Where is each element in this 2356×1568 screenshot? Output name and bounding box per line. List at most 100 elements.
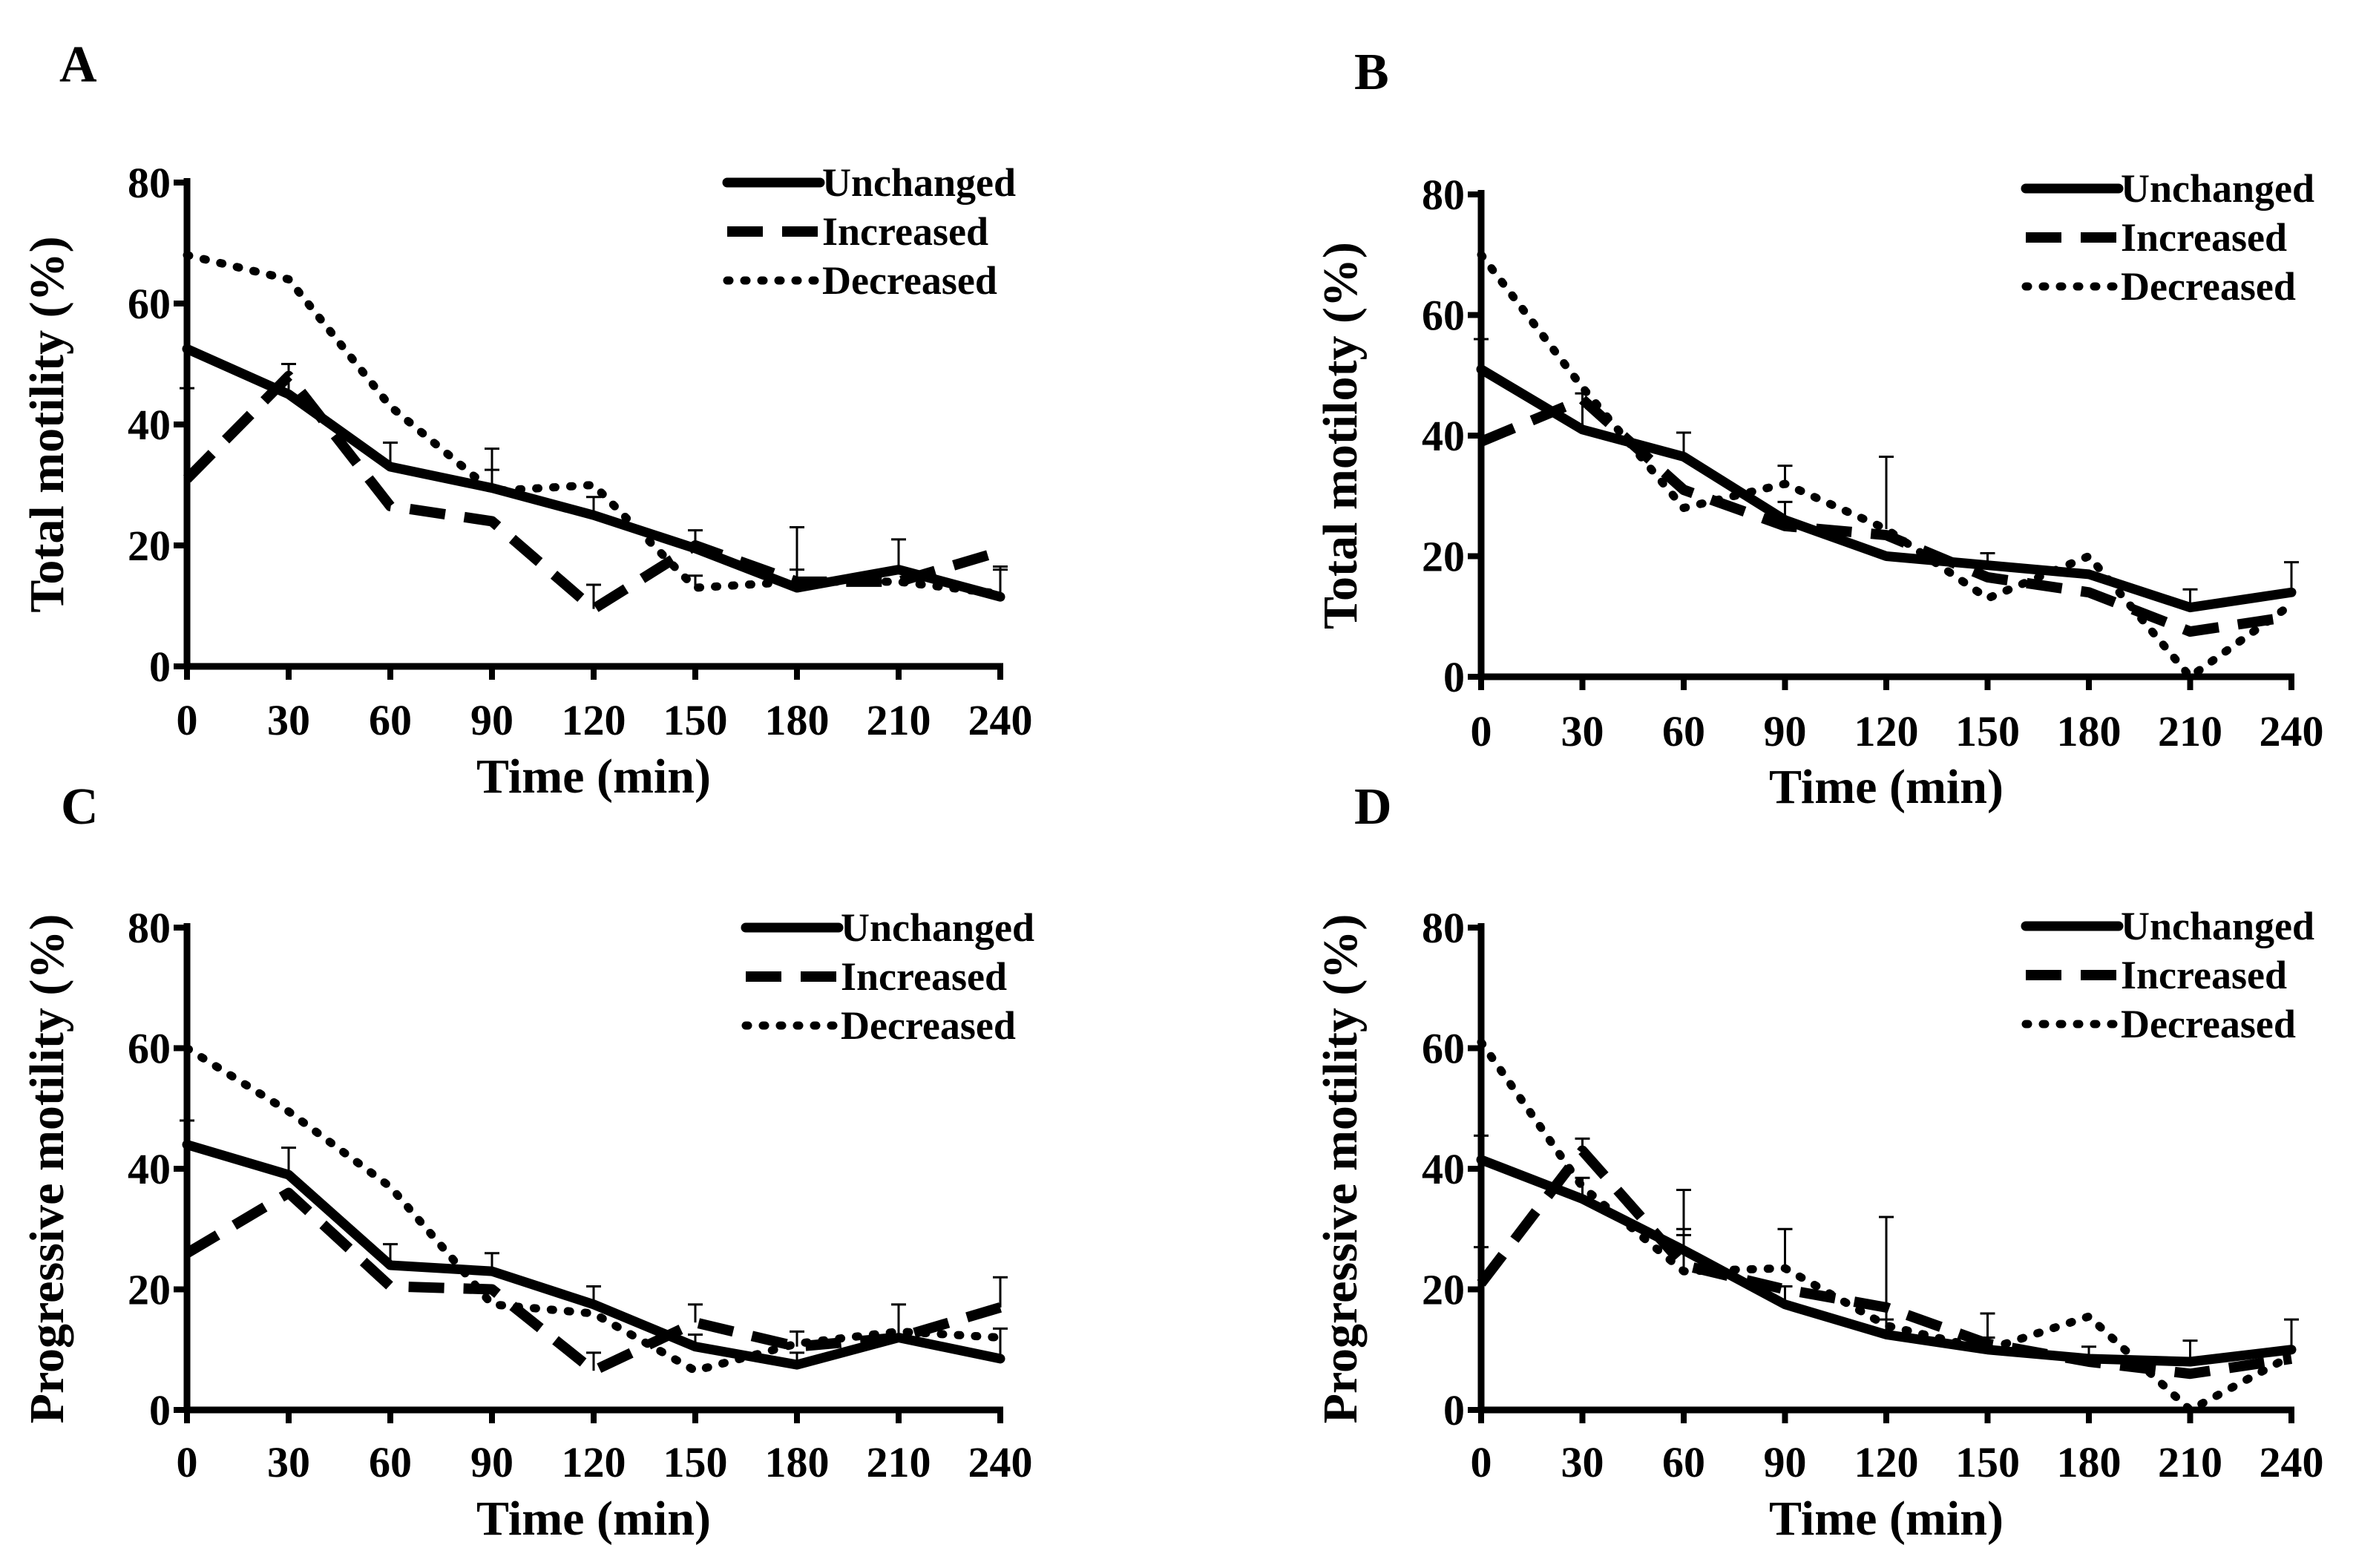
x-tick-label: 0 [1471,707,1492,755]
series-line-decreased [1477,250,2296,681]
x-tick-label: 0 [1471,1438,1492,1486]
error-bar-unchanged [688,1333,703,1347]
error-bar-unchanged [1777,500,1793,520]
x-tick-label: 180 [765,1438,830,1486]
y-tick-label: 20 [1422,533,1465,581]
y-tick-label: 40 [1422,412,1465,460]
error-bar-unchanged [790,1351,804,1365]
x-tick-label: 60 [1662,707,1705,755]
series-line-unchanged [182,1140,1005,1370]
y-axis-title: Progressive motility (%) [1313,914,1368,1424]
x-axis-title: Time (min) [476,749,711,804]
x-tick-label: 0 [177,1438,198,1486]
legend-label-decreased: Decreased [2121,264,2296,309]
legend-label-increased: Increased [841,954,1007,999]
error-bar-unchanged [2182,588,2198,608]
y-tick-label: 40 [128,1145,171,1193]
series-line-increased [1479,394,2293,637]
y-tick-label: 0 [149,1386,171,1434]
legend-label-unchanged: Unchanged [841,905,1034,950]
error-bar-increased [790,526,804,582]
legend-label-decreased: Decreased [822,258,997,303]
series-line-increased [184,1187,1002,1377]
y-tick-label: 60 [1422,1025,1465,1073]
panel-letter: D [1354,778,1392,836]
x-tick-label: 90 [470,696,513,744]
x-tick-label: 150 [663,696,728,744]
error-bar-unchanged [383,1243,398,1265]
error-bar-unchanged [586,1285,601,1305]
x-tick-label: 30 [1561,707,1604,755]
x-tick-label: 30 [267,1438,310,1486]
error-bar-unchanged [1474,1134,1489,1160]
error-bar-increased [586,1351,601,1371]
error-bar-increased [790,1330,804,1347]
panel-b: B 0 20 40 60 80 0 30 60 90 120 150 180 210 240 Time (mi… [1313,44,2324,814]
error-bar-increased [180,387,194,479]
x-tick-label: 240 [968,696,1033,744]
x-tick-label: 90 [1764,707,1807,755]
error-bar-decreased [1879,455,1894,529]
x-tick-label: 150 [663,1438,728,1486]
error-bar-unchanged [891,538,906,570]
x-tick-label: 210 [867,696,931,744]
x-axis-title: Time (min) [476,1492,711,1546]
x-tick-label: 180 [765,696,830,744]
y-axis-title: Progressive motility (%) [20,914,74,1424]
error-bar-increased [993,1276,1008,1308]
y-tick-label: 60 [1422,292,1465,340]
error-bar-unchanged [586,496,601,516]
x-tick-label: 240 [968,1438,1033,1486]
error-bar-unchanged [281,1147,296,1175]
legend-label-unchanged: Unchanged [2121,166,2314,211]
panel-c: C 0 20 40 60 80 0 30 60 90 120 150 180 210 240 Time (mi… [20,778,1034,1546]
x-axis-title: Time (min) [1769,760,2004,814]
y-tick-label: 20 [1422,1266,1465,1314]
x-tick-label: 180 [2057,707,2122,755]
y-tick-label: 40 [1422,1145,1465,1193]
panel-letter: A [59,36,97,94]
legend-label-decreased: Decreased [2121,1002,2296,1046]
y-tick-label: 20 [128,1266,171,1314]
error-bar-decreased [1879,1216,1894,1326]
y-tick-label: 80 [1422,904,1465,952]
error-bar-unchanged [2284,561,2299,593]
x-tick-label: 240 [2260,707,2324,755]
error-bar-increased [586,583,601,609]
y-tick-label: 0 [1443,1386,1465,1434]
x-tick-label: 90 [1764,1438,1807,1486]
x-tick-label: 60 [1662,1438,1705,1486]
x-tick-label: 0 [177,696,198,744]
error-bar-unchanged [1980,551,1995,565]
x-tick-label: 60 [369,696,412,744]
error-bar-unchanged [2284,1318,2299,1350]
error-bar-increased [1575,1137,1590,1151]
x-tick-label: 210 [867,1438,931,1486]
error-bar-unchanged [891,1303,906,1338]
legend-label-decreased: Decreased [841,1003,1016,1048]
series-line-decreased [183,251,1005,598]
y-tick-label: 0 [149,643,171,691]
x-tick-label: 30 [267,696,310,744]
x-tick-label: 150 [1955,707,2020,755]
y-tick-label: 40 [128,401,171,449]
x-tick-label: 60 [369,1438,412,1486]
x-tick-label: 120 [562,1438,626,1486]
legend-label-increased: Increased [822,209,988,254]
x-tick-label: 180 [2057,1438,2122,1486]
error-bar-unchanged [993,1327,1008,1359]
error-bar-decreased [688,574,703,588]
x-tick-label: 30 [1561,1438,1604,1486]
error-bar-unchanged [383,441,398,468]
error-bar-increased [1474,1246,1489,1284]
error-bar-unchanged [485,1252,499,1272]
x-axis-title: Time (min) [1769,1492,2004,1546]
y-axis-title: Total motility (%) [20,236,74,612]
y-axis-title: Total motiloty (%) [1313,242,1368,629]
x-tick-label: 120 [1854,707,1919,755]
panel-letter: C [61,778,99,836]
error-bar-decreased [1777,465,1793,484]
